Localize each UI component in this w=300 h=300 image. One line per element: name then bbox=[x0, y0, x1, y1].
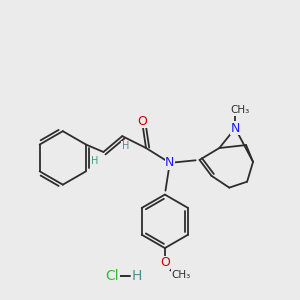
Text: CH₃: CH₃ bbox=[230, 105, 250, 116]
Text: CH₃: CH₃ bbox=[171, 270, 190, 280]
Text: O: O bbox=[160, 256, 170, 269]
Text: H: H bbox=[122, 141, 129, 151]
Text: Cl: Cl bbox=[106, 269, 119, 283]
Text: H: H bbox=[91, 156, 98, 166]
Text: N: N bbox=[165, 156, 175, 170]
Text: H: H bbox=[132, 269, 142, 283]
Text: N: N bbox=[230, 122, 240, 135]
Text: O: O bbox=[137, 115, 147, 128]
